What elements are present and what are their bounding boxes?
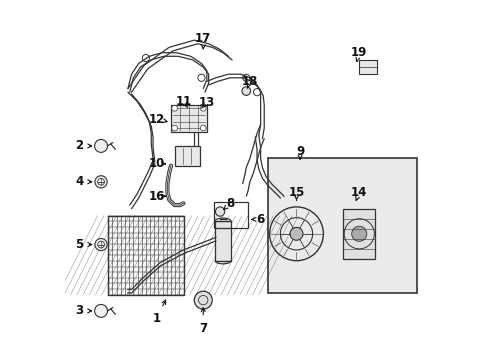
Text: 7: 7 (199, 322, 207, 335)
Bar (267, 158, 416, 293)
Text: 15: 15 (288, 186, 304, 199)
Circle shape (171, 125, 177, 131)
Text: 3: 3 (75, 305, 83, 318)
Text: 13: 13 (198, 96, 215, 109)
Bar (214, 202, 247, 228)
Circle shape (242, 87, 250, 95)
Bar (359, 60, 376, 74)
Circle shape (289, 227, 303, 240)
Bar (343, 209, 375, 259)
Circle shape (215, 207, 224, 216)
Text: 2: 2 (75, 139, 83, 152)
Text: 17: 17 (195, 32, 211, 45)
Bar (215, 221, 230, 261)
Circle shape (171, 105, 177, 111)
Text: 19: 19 (350, 46, 366, 59)
Circle shape (351, 226, 366, 241)
Bar (108, 216, 183, 295)
Bar (174, 146, 199, 166)
Circle shape (94, 305, 107, 318)
Text: 10: 10 (148, 157, 164, 170)
Circle shape (200, 125, 206, 131)
Text: 5: 5 (75, 238, 83, 251)
Text: 12: 12 (148, 113, 164, 126)
Circle shape (94, 139, 107, 152)
Circle shape (95, 176, 107, 188)
Text: 14: 14 (350, 186, 366, 199)
Text: 6: 6 (256, 213, 264, 226)
Circle shape (95, 238, 107, 251)
Text: 4: 4 (75, 175, 83, 188)
Text: 16: 16 (148, 190, 164, 203)
Text: 8: 8 (225, 197, 234, 210)
Text: 1: 1 (152, 311, 161, 325)
Circle shape (200, 105, 206, 111)
Text: 18: 18 (241, 75, 258, 88)
Bar (171, 105, 206, 132)
Circle shape (194, 291, 212, 309)
Text: 11: 11 (175, 95, 191, 108)
Text: 9: 9 (295, 145, 304, 158)
